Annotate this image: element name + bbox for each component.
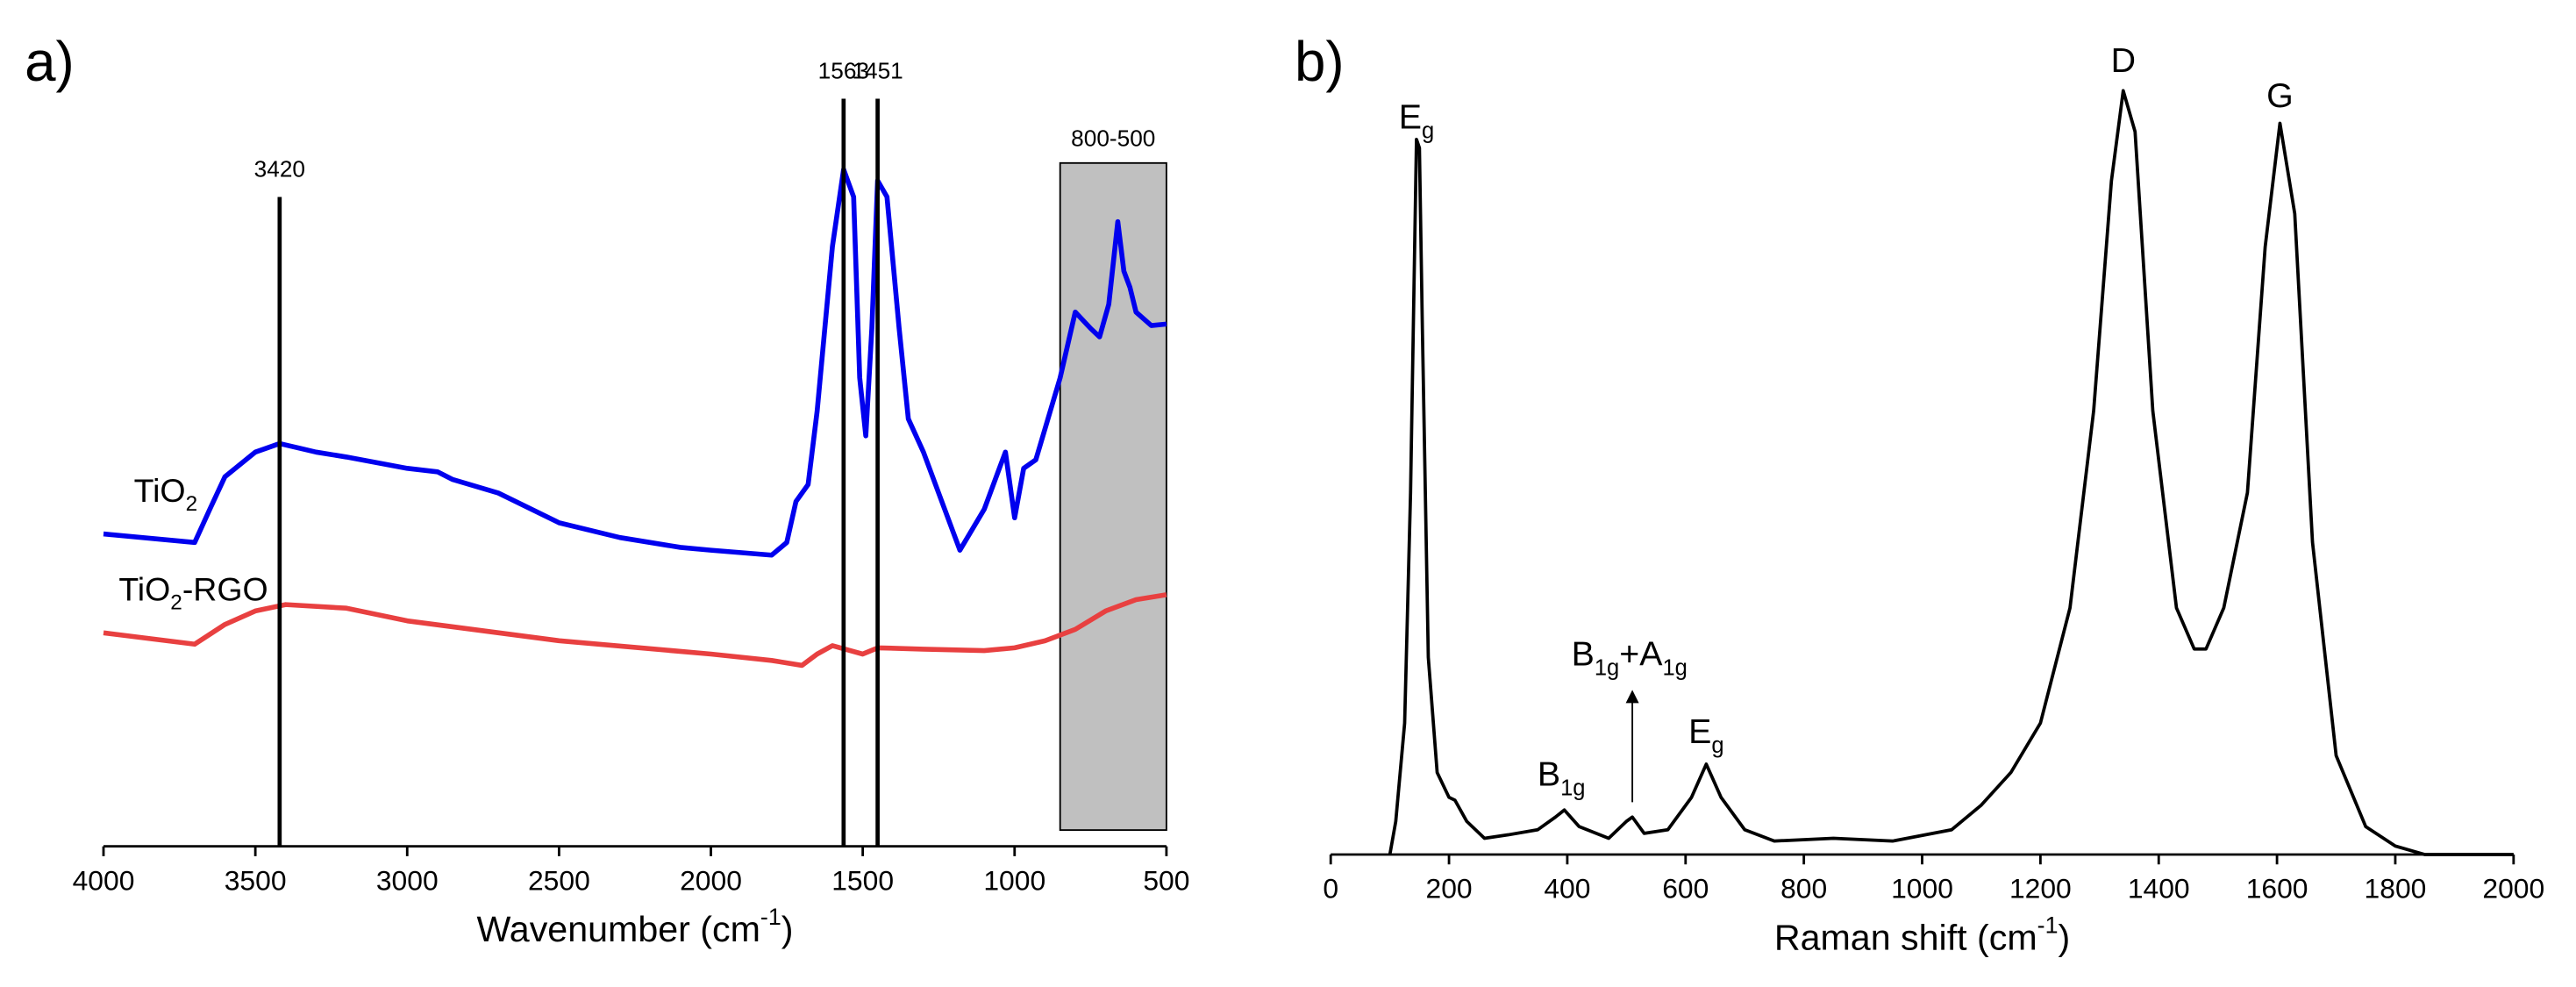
text-part: TiO: [118, 571, 170, 608]
series-line: [103, 592, 1167, 669]
text-part: B: [1572, 635, 1595, 674]
series-label: TiO2-RGO: [118, 571, 268, 615]
text-part: 1g: [1662, 655, 1687, 680]
annotation: B1g+A1g: [1572, 635, 1688, 680]
text-part: Wavenumber (cm: [476, 909, 760, 949]
annotation: Eg: [1688, 712, 1723, 757]
arrow-head: [1625, 690, 1639, 704]
text-part: -1: [2037, 912, 2059, 938]
panel-label: b): [1295, 31, 1345, 93]
text-part: +A: [1619, 635, 1663, 674]
x-tick-label: 2000: [2482, 873, 2544, 905]
x-axis-title: Raman shift (cm-1): [1774, 912, 2070, 957]
peak-label: 1451: [852, 57, 903, 83]
x-tick-label: 200: [1426, 873, 1473, 905]
text-part: E: [1688, 712, 1711, 751]
x-tick-label: 3000: [376, 864, 439, 896]
text-part: -RGO: [182, 571, 268, 608]
text-part: 1g: [1595, 655, 1619, 680]
x-tick-label: 800: [1780, 873, 1827, 905]
text-part: Raman shift (cm: [1774, 917, 2037, 957]
x-tick-label: 1600: [2246, 873, 2308, 905]
x-tick-label: 2500: [528, 864, 590, 896]
text-part: G: [2266, 77, 2294, 116]
series-label: TiO2: [134, 472, 198, 516]
x-tick-label: 1200: [2009, 873, 2072, 905]
text-part: 1g: [1560, 776, 1585, 800]
series-line: [103, 167, 1167, 558]
x-tick-label: 0: [1323, 873, 1338, 905]
text-part: 2: [186, 492, 198, 516]
text-part: ): [2058, 917, 2070, 957]
x-tick-label: 3500: [225, 864, 287, 896]
text-part: g: [1422, 118, 1434, 143]
x-tick-label: 500: [1143, 864, 1189, 896]
text-part: B: [1538, 755, 1560, 794]
x-tick-label: 1000: [983, 864, 1045, 896]
x-tick-label: 1500: [831, 864, 894, 896]
x-tick-label: 4000: [73, 864, 135, 896]
series-line: [1388, 89, 2514, 856]
text-part: 2: [170, 591, 182, 615]
text-part: g: [1711, 733, 1723, 758]
box-label: 800-500: [1071, 125, 1155, 152]
text-part: ): [781, 909, 794, 949]
annotation: B1g: [1538, 755, 1586, 800]
x-tick-label: 2000: [680, 864, 742, 896]
x-tick-label: 600: [1662, 873, 1709, 905]
x-axis-title: Wavenumber (cm-1): [476, 904, 793, 949]
text-part: TiO: [134, 472, 186, 509]
panel-label: a): [25, 31, 75, 93]
x-tick-label: 1800: [2365, 873, 2427, 905]
text-part: -1: [760, 904, 781, 930]
peak-label: 1563: [818, 57, 869, 83]
text-part: E: [1399, 98, 1422, 137]
annotation: D: [2111, 41, 2136, 80]
x-tick-label: 400: [1544, 873, 1590, 905]
text-part: D: [2111, 41, 2136, 80]
x-tick-label: 1400: [2128, 873, 2190, 905]
annotation: G: [2266, 77, 2294, 116]
annotation: Eg: [1399, 98, 1434, 143]
peak-label: 3420: [254, 155, 305, 182]
x-tick-label: 1000: [1891, 873, 1953, 905]
